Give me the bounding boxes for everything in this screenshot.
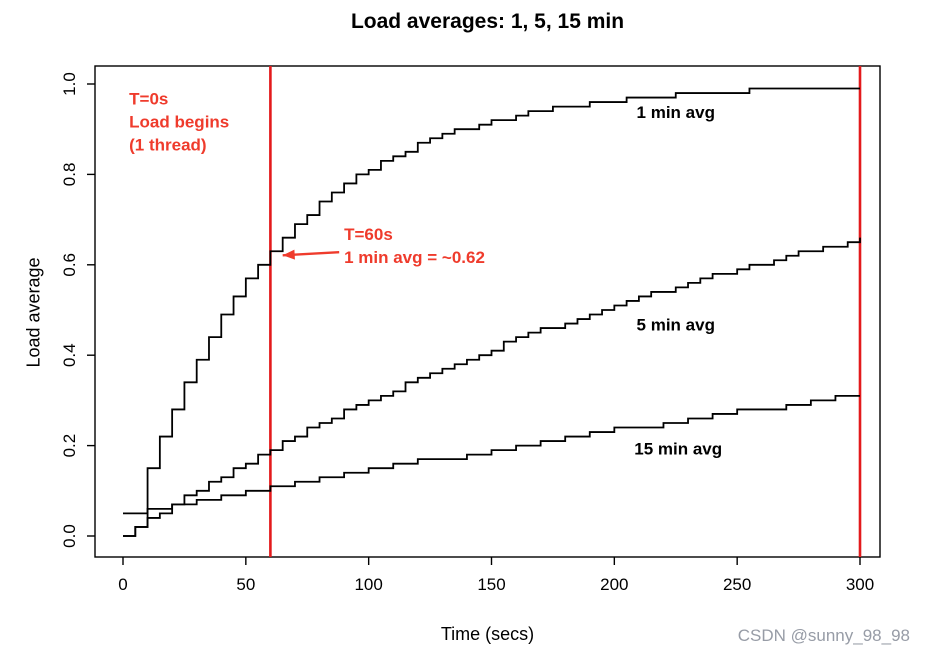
y-tick-label: 1.0 (60, 72, 79, 96)
x-tick-label: 0 (118, 575, 127, 594)
plot-box (94, 65, 881, 558)
x-tick-label: 300 (846, 575, 874, 594)
x-tick-label: 50 (236, 575, 255, 594)
series-label: 15 min avg (634, 440, 722, 459)
y-tick-label: 0.6 (60, 253, 79, 277)
series-15-min-avg (123, 394, 860, 515)
x-axis-label: Time (secs) (440, 624, 535, 644)
series-label: 1 min avg (637, 103, 715, 122)
x-tick-label: 200 (600, 575, 628, 594)
y-tick-label: 0.2 (60, 434, 79, 458)
annotation-arrowhead (282, 249, 295, 260)
y-tick-label: 0.8 (60, 163, 79, 187)
watermark: CSDN @sunny_98_98 (737, 626, 910, 645)
x-tick-label: 250 (723, 575, 751, 594)
chart-title: Load averages: 1, 5, 15 min (350, 10, 625, 33)
y-tick-label: 0.0 (60, 524, 79, 548)
y-tick-label: 0.4 (60, 343, 79, 367)
series-label: 5 min avg (637, 315, 715, 334)
x-tick-label: 100 (354, 575, 382, 594)
annotation-text: (1 thread) (129, 135, 206, 154)
x-tick-label: 150 (477, 575, 505, 594)
annotation-text: T=0s (129, 89, 168, 108)
annotation-text: T=60s (344, 225, 393, 244)
annotation-text: Load begins (129, 112, 229, 131)
annotation-text: 1 min avg = ~0.62 (344, 248, 485, 267)
series-5-min-avg (123, 237, 861, 537)
series-1-min-avg (123, 87, 860, 537)
